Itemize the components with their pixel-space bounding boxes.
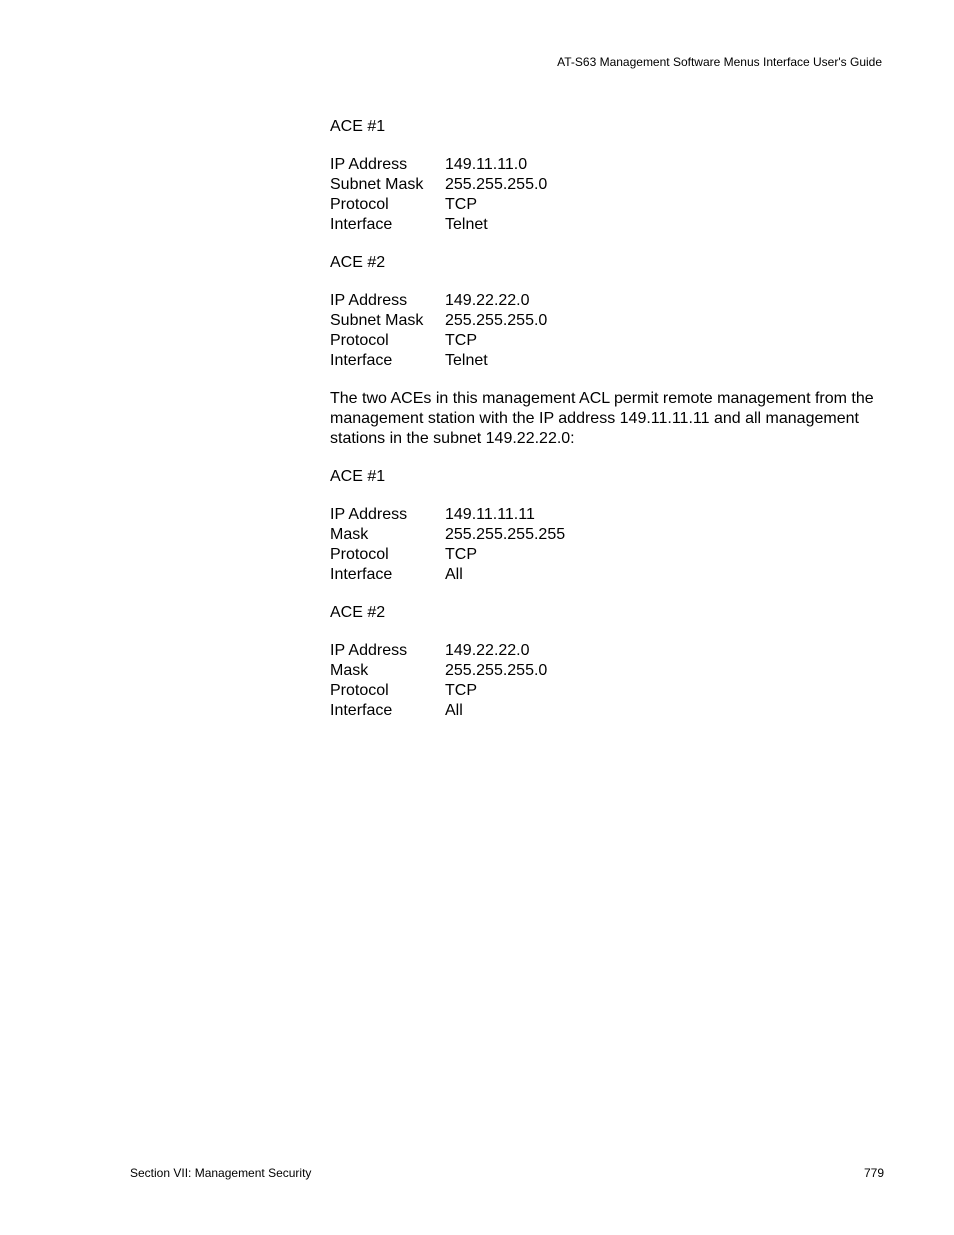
- ace-block: IP Address 149.11.11.0 Subnet Mask 255.2…: [330, 155, 884, 235]
- kv-row: Interface Telnet: [330, 351, 884, 371]
- kv-row: Interface Telnet: [330, 215, 884, 235]
- ace-title: ACE #1: [330, 117, 884, 137]
- kv-value: TCP: [445, 195, 884, 215]
- kv-value: TCP: [445, 545, 884, 565]
- ace-block: IP Address 149.22.22.0 Subnet Mask 255.2…: [330, 291, 884, 371]
- kv-value: 149.22.22.0: [445, 291, 884, 311]
- kv-value: 255.255.255.0: [445, 175, 884, 195]
- kv-row: IP Address 149.22.22.0: [330, 291, 884, 311]
- ace-title: ACE #2: [330, 253, 884, 273]
- kv-value: Telnet: [445, 351, 884, 371]
- kv-label: IP Address: [330, 641, 445, 661]
- kv-label: Protocol: [330, 545, 445, 565]
- ace-block: IP Address 149.22.22.0 Mask 255.255.255.…: [330, 641, 884, 721]
- kv-value: All: [445, 565, 884, 585]
- kv-row: Protocol TCP: [330, 195, 884, 215]
- kv-value: Telnet: [445, 215, 884, 235]
- kv-row: Protocol TCP: [330, 681, 884, 701]
- kv-row: Interface All: [330, 701, 884, 721]
- kv-value: 255.255.255.255: [445, 525, 884, 545]
- kv-row: IP Address 149.11.11.11: [330, 505, 884, 525]
- kv-label: Protocol: [330, 681, 445, 701]
- kv-row: Subnet Mask 255.255.255.0: [330, 311, 884, 331]
- kv-row: Mask 255.255.255.255: [330, 525, 884, 545]
- kv-label: Subnet Mask: [330, 175, 445, 195]
- kv-label: Protocol: [330, 195, 445, 215]
- kv-row: Protocol TCP: [330, 545, 884, 565]
- ace-block: IP Address 149.11.11.11 Mask 255.255.255…: [330, 505, 884, 585]
- footer-section-label: Section VII: Management Security: [130, 1166, 311, 1180]
- kv-value: 149.22.22.0: [445, 641, 884, 661]
- ace-title: ACE #1: [330, 467, 884, 487]
- kv-value: All: [445, 701, 884, 721]
- kv-value: 255.255.255.0: [445, 661, 884, 681]
- kv-value: 255.255.255.0: [445, 311, 884, 331]
- header-guide-title: AT-S63 Management Software Menus Interfa…: [130, 55, 884, 69]
- kv-label: Mask: [330, 525, 445, 545]
- kv-label: Interface: [330, 701, 445, 721]
- kv-label: Interface: [330, 215, 445, 235]
- kv-value: TCP: [445, 331, 884, 351]
- kv-label: IP Address: [330, 155, 445, 175]
- kv-row: IP Address 149.22.22.0: [330, 641, 884, 661]
- kv-value: 149.11.11.11: [445, 505, 884, 525]
- page-footer: Section VII: Management Security 779: [130, 1166, 884, 1180]
- kv-row: IP Address 149.11.11.0: [330, 155, 884, 175]
- kv-row: Interface All: [330, 565, 884, 585]
- kv-label: Protocol: [330, 331, 445, 351]
- kv-label: Subnet Mask: [330, 311, 445, 331]
- kv-value: TCP: [445, 681, 884, 701]
- kv-label: IP Address: [330, 505, 445, 525]
- page-content: ACE #1 IP Address 149.11.11.0 Subnet Mas…: [330, 117, 884, 721]
- kv-row: Subnet Mask 255.255.255.0: [330, 175, 884, 195]
- body-paragraph: The two ACEs in this management ACL perm…: [330, 389, 884, 449]
- footer-page-number: 779: [864, 1166, 884, 1180]
- kv-value: 149.11.11.0: [445, 155, 884, 175]
- kv-label: IP Address: [330, 291, 445, 311]
- kv-label: Mask: [330, 661, 445, 681]
- kv-row: Protocol TCP: [330, 331, 884, 351]
- kv-label: Interface: [330, 565, 445, 585]
- kv-row: Mask 255.255.255.0: [330, 661, 884, 681]
- ace-title: ACE #2: [330, 603, 884, 623]
- kv-label: Interface: [330, 351, 445, 371]
- page: AT-S63 Management Software Menus Interfa…: [0, 0, 954, 1235]
